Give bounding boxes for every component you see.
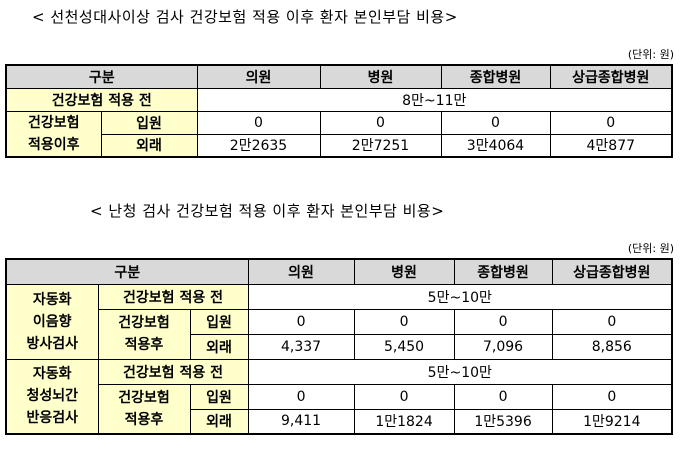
header-clinic: 의원 <box>247 258 355 285</box>
table-row: 외래 9,411 1만1824 1만5396 1만9214 <box>6 408 673 435</box>
outpatient-label: 외래 <box>100 133 198 158</box>
header-general-hospital: 종합병원 <box>453 258 553 285</box>
inpatient-label: 입원 <box>189 383 249 410</box>
table1-unit: (단위: 원) <box>627 48 674 61</box>
before-insurance-value: 5만~10만 <box>247 358 673 385</box>
table2: 구분 의원 병원 종합병원 상급종합병원 자동화 이음향 방사검사 건강보험 적… <box>5 258 674 435</box>
after-label-line: 건강보험 <box>118 389 170 406</box>
inpatient-label: 입원 <box>189 308 249 335</box>
table-cell: 1만5396 <box>453 408 553 435</box>
after-label-line: 적용이후 <box>27 136 80 153</box>
header-tertiary-hospital: 상급종합병원 <box>549 64 673 89</box>
table-cell: 4만877 <box>549 133 673 158</box>
table-cell: 0 <box>551 383 673 410</box>
table-cell: 0 <box>549 110 673 135</box>
table-cell: 3만4064 <box>440 133 551 158</box>
table-cell: 4,337 <box>247 333 355 360</box>
table-cell: 2만7251 <box>319 133 442 158</box>
after-insurance-label: 건강보험 적용이후 <box>5 110 102 158</box>
table-row: 건강보험 적용후 입원 0 0 0 0 <box>6 308 673 360</box>
table-cell: 0 <box>453 308 553 335</box>
table-header-row: 구분 의원 병원 종합병원 상급종합병원 <box>5 258 673 285</box>
inpatient-label: 입원 <box>100 110 198 135</box>
table2-title: < 난청 검사 건강보험 적용 이후 환자 본인부담 비용> <box>90 202 445 220</box>
table-cell: 0 <box>353 308 455 335</box>
test-name-cell: 자동화 청성뇌간 반응검사 <box>5 358 99 435</box>
table-cell: 0 <box>247 308 355 335</box>
table-cell: 5,450 <box>353 333 455 360</box>
test-name-line: 방사검사 <box>26 335 79 352</box>
header-tertiary-hospital: 상급종합병원 <box>551 258 673 285</box>
table1: 구분 의원 병원 종합병원 상급종합병원 건강보험 적용 전 8만~11만 건강… <box>5 64 674 158</box>
test-name-line: 자동화 <box>32 366 72 383</box>
table-cell: 0 <box>319 110 442 135</box>
table-cell: 1만9214 <box>551 408 673 435</box>
before-insurance-value: 8만~11만 <box>196 87 673 112</box>
outpatient-label: 외래 <box>189 408 249 435</box>
header-clinic: 의원 <box>196 64 321 89</box>
table-header-row: 구분 의원 병원 종합병원 상급종합병원 <box>5 64 673 89</box>
table1-title: < 선천성대사이상 검사 건강보험 적용 이후 환자 본인부담 비용> <box>32 8 458 26</box>
header-hospital: 병원 <box>353 258 455 285</box>
test-name-line: 청성뇌간 <box>26 388 79 405</box>
table-row: 건강보험 적용이후 입원 0 0 0 0 <box>5 110 673 158</box>
before-insurance-label: 건강보험 적용 전 <box>97 358 249 385</box>
table-row: 외래 4,337 5,450 7,096 8,856 <box>6 333 673 360</box>
table-cell: 8,856 <box>551 333 673 360</box>
before-insurance-value: 5만~10만 <box>247 283 673 310</box>
table-cell: 7,096 <box>453 333 553 360</box>
test-name-line: 반응검사 <box>26 410 79 427</box>
after-label-line: 적용후 <box>124 411 164 428</box>
after-insurance-label: 건강보험 적용후 <box>97 308 191 360</box>
table-cell: 0 <box>551 308 673 335</box>
header-category: 구분 <box>5 64 198 89</box>
header-category: 구분 <box>5 258 249 285</box>
table-cell: 0 <box>453 383 553 410</box>
table-row: 건강보험 적용 전 8만~11만 <box>5 87 673 112</box>
before-insurance-label: 건강보험 적용 전 <box>97 283 249 310</box>
table-cell: 9,411 <box>247 408 355 435</box>
header-general-hospital: 종합병원 <box>440 64 551 89</box>
table-row: 자동화 청성뇌간 반응검사 건강보험 적용 전 5만~10만 <box>5 358 673 435</box>
after-insurance-label: 건강보험 적용후 <box>97 383 191 435</box>
table2-unit: (단위: 원) <box>627 242 674 255</box>
header-hospital: 병원 <box>319 64 442 89</box>
table-row: 건강보험 적용후 입원 0 0 0 0 <box>6 383 673 435</box>
after-label-line: 적용후 <box>124 337 164 353</box>
before-insurance-label: 건강보험 적용 전 <box>5 87 198 112</box>
table-cell: 2만2635 <box>196 133 321 158</box>
table-row: 자동화 이음향 방사검사 건강보험 적용 전 5만~10만 <box>5 283 673 360</box>
test-name-line: 자동화 <box>32 291 72 308</box>
table-row: 외래 2만2635 2만7251 3만4064 4만877 <box>6 133 673 158</box>
after-label-line: 건강보험 <box>27 114 80 131</box>
test-name-line: 이음향 <box>32 313 72 330</box>
table-cell: 0 <box>353 383 455 410</box>
after-label-line: 건강보험 <box>118 315 170 331</box>
table-cell: 1만1824 <box>353 408 455 435</box>
test-name-cell: 자동화 이음향 방사검사 <box>5 283 99 360</box>
table-cell: 0 <box>247 383 355 410</box>
outpatient-label: 외래 <box>189 333 249 360</box>
table-cell: 0 <box>196 110 321 135</box>
table-cell: 0 <box>440 110 551 135</box>
